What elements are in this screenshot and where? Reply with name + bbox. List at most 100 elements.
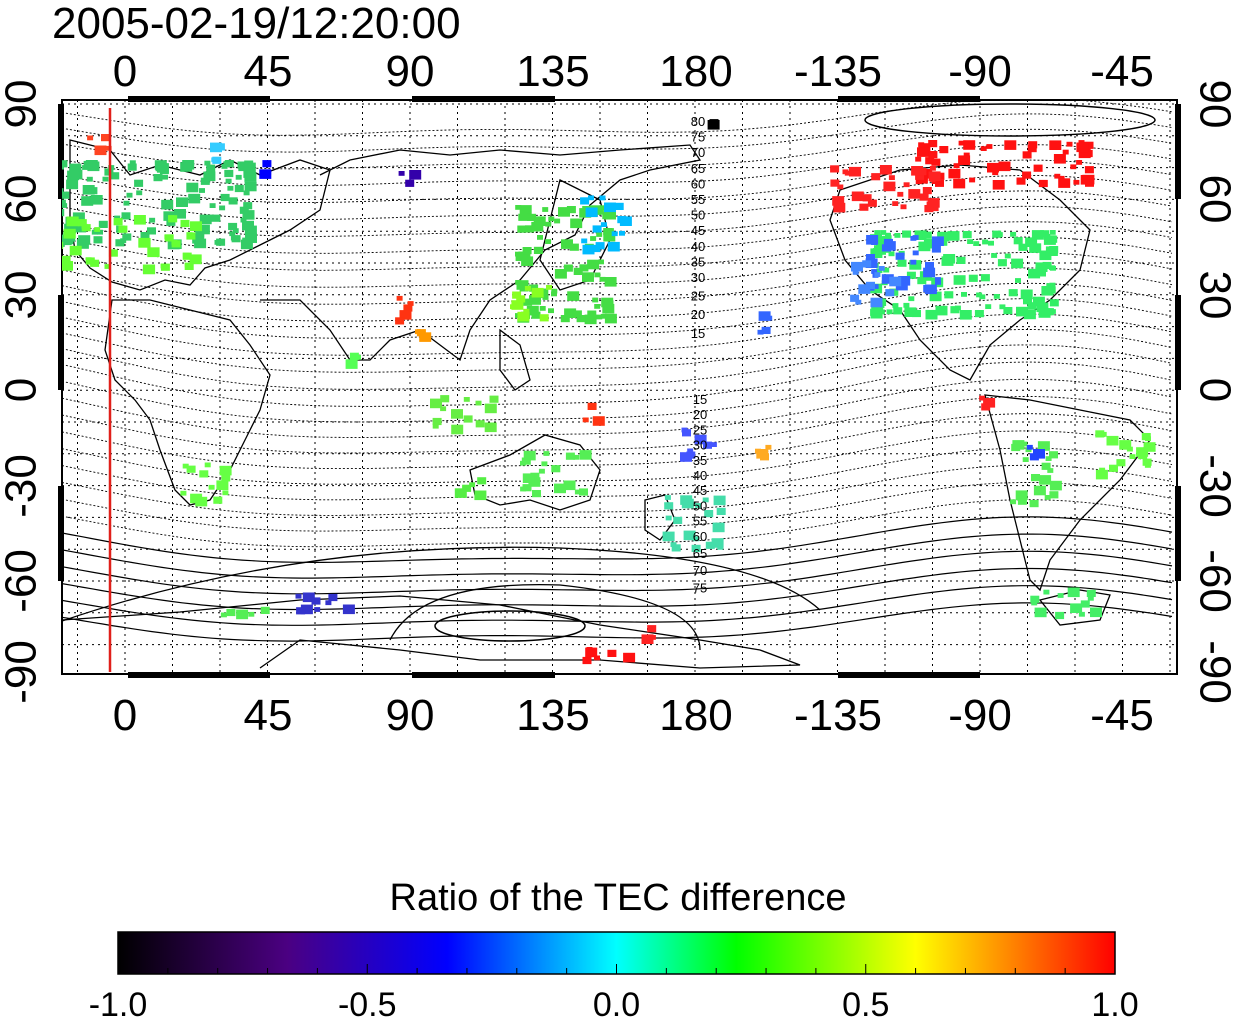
- colorbar-ticks: -1.0 -0.5 0.0 0.5 1.0: [89, 964, 1139, 1024]
- tec-patch: [604, 277, 617, 287]
- tec-patch: [104, 264, 111, 269]
- tec-patch: [430, 398, 442, 409]
- contour-label: 35: [693, 453, 707, 468]
- tec-patch: [463, 397, 470, 402]
- tec-patch: [758, 311, 771, 321]
- tec-patch: [594, 272, 601, 278]
- contour-label: 25: [691, 289, 705, 304]
- tec-patch: [603, 231, 616, 242]
- tec-patch: [892, 303, 899, 308]
- tec-patch: [1116, 459, 1126, 467]
- tec-patch: [1041, 286, 1054, 296]
- tec-patch: [934, 277, 941, 282]
- tec-patch: [1040, 230, 1049, 238]
- tec-patch: [67, 170, 80, 181]
- tec-patch: [91, 229, 98, 235]
- tec-patch: [716, 507, 726, 515]
- tec-patch: [90, 195, 103, 205]
- tec-patch: [342, 604, 355, 615]
- tec-patch: [551, 288, 558, 294]
- contour-line: [62, 175, 1173, 220]
- tec-patch: [1038, 308, 1051, 318]
- coastline: [644, 494, 676, 541]
- tec-patch: [983, 398, 996, 408]
- frame-bar: [1175, 295, 1181, 390]
- tec-patch: [919, 193, 929, 201]
- frame-bar: [58, 486, 64, 581]
- tec-patch: [440, 406, 447, 412]
- colorbar-tick-label: -1.0: [89, 986, 148, 1024]
- tec-patch: [484, 403, 497, 414]
- frame-bar: [1175, 104, 1181, 199]
- tec-patch: [405, 179, 415, 187]
- tec-patch: [543, 451, 550, 456]
- tec-patch: [1028, 268, 1041, 279]
- tec-patch: [227, 185, 234, 191]
- lat-tick-left: 0: [0, 378, 46, 402]
- tec-patch: [1049, 299, 1059, 307]
- coastline: [260, 144, 702, 362]
- tec-patch: [180, 162, 193, 172]
- tec-patch: [533, 246, 543, 254]
- tec-patch: [1043, 589, 1050, 595]
- contour-label: 50: [693, 498, 707, 513]
- tec-patch: [1062, 149, 1069, 155]
- coastline: [469, 434, 601, 511]
- tec-patch: [325, 600, 332, 606]
- tec-patch: [186, 182, 199, 193]
- tec-patch: [969, 177, 976, 183]
- tec-patch: [432, 423, 439, 429]
- tec-patch: [988, 240, 994, 246]
- tec-patch: [991, 253, 998, 258]
- tec-patch: [903, 302, 910, 308]
- tec-patch: [928, 140, 938, 148]
- tec-patch: [531, 221, 544, 232]
- tec-patch: [529, 295, 541, 305]
- tec-patch: [519, 205, 532, 215]
- tec-patch: [190, 221, 202, 231]
- tec-patch: [62, 255, 71, 266]
- tec-patch: [872, 284, 879, 289]
- coastline: [69, 139, 331, 291]
- tec-patch: [687, 448, 694, 454]
- tec-patch: [554, 483, 566, 494]
- tec-patch: [1023, 309, 1036, 320]
- colorbar-tick-label: 1.0: [1091, 986, 1138, 1024]
- tec-patch: [871, 173, 881, 181]
- tec-patch: [579, 488, 588, 496]
- tec-patch: [1049, 230, 1056, 235]
- tec-patch: [850, 294, 860, 302]
- tec-patch: [1011, 258, 1024, 269]
- tec-patch: [588, 195, 594, 201]
- tec-patch: [1050, 265, 1056, 271]
- tec-patch: [204, 462, 211, 468]
- contour-label: 70: [693, 563, 707, 578]
- tec-patch: [986, 144, 993, 149]
- tec-patch: [192, 234, 205, 244]
- tec-patch: [866, 281, 875, 289]
- tec-patch: [161, 199, 174, 210]
- tec-patch: [662, 531, 675, 542]
- tec-patch: [184, 262, 194, 270]
- tec-patch: [902, 230, 912, 238]
- tec-patch: [992, 180, 1005, 190]
- tec-patch: [565, 452, 575, 460]
- tec-patch: [587, 259, 600, 270]
- tec-patch: [72, 212, 85, 222]
- tec-patch: [52, 244, 58, 249]
- tec-patch: [524, 286, 531, 291]
- tec-patch: [681, 427, 688, 433]
- tec-patch: [260, 606, 270, 614]
- tec-patch: [908, 189, 921, 199]
- tec-patch: [546, 285, 552, 290]
- tec-patch: [647, 625, 657, 633]
- tec-patch: [548, 308, 554, 314]
- tec-patch: [974, 310, 984, 318]
- tec-patch: [570, 218, 583, 229]
- tec-patch: [892, 201, 899, 206]
- tec-patch: [186, 232, 196, 240]
- contour-line: [62, 329, 1173, 390]
- tec-patch: [928, 171, 941, 181]
- tec-patch: [832, 196, 845, 206]
